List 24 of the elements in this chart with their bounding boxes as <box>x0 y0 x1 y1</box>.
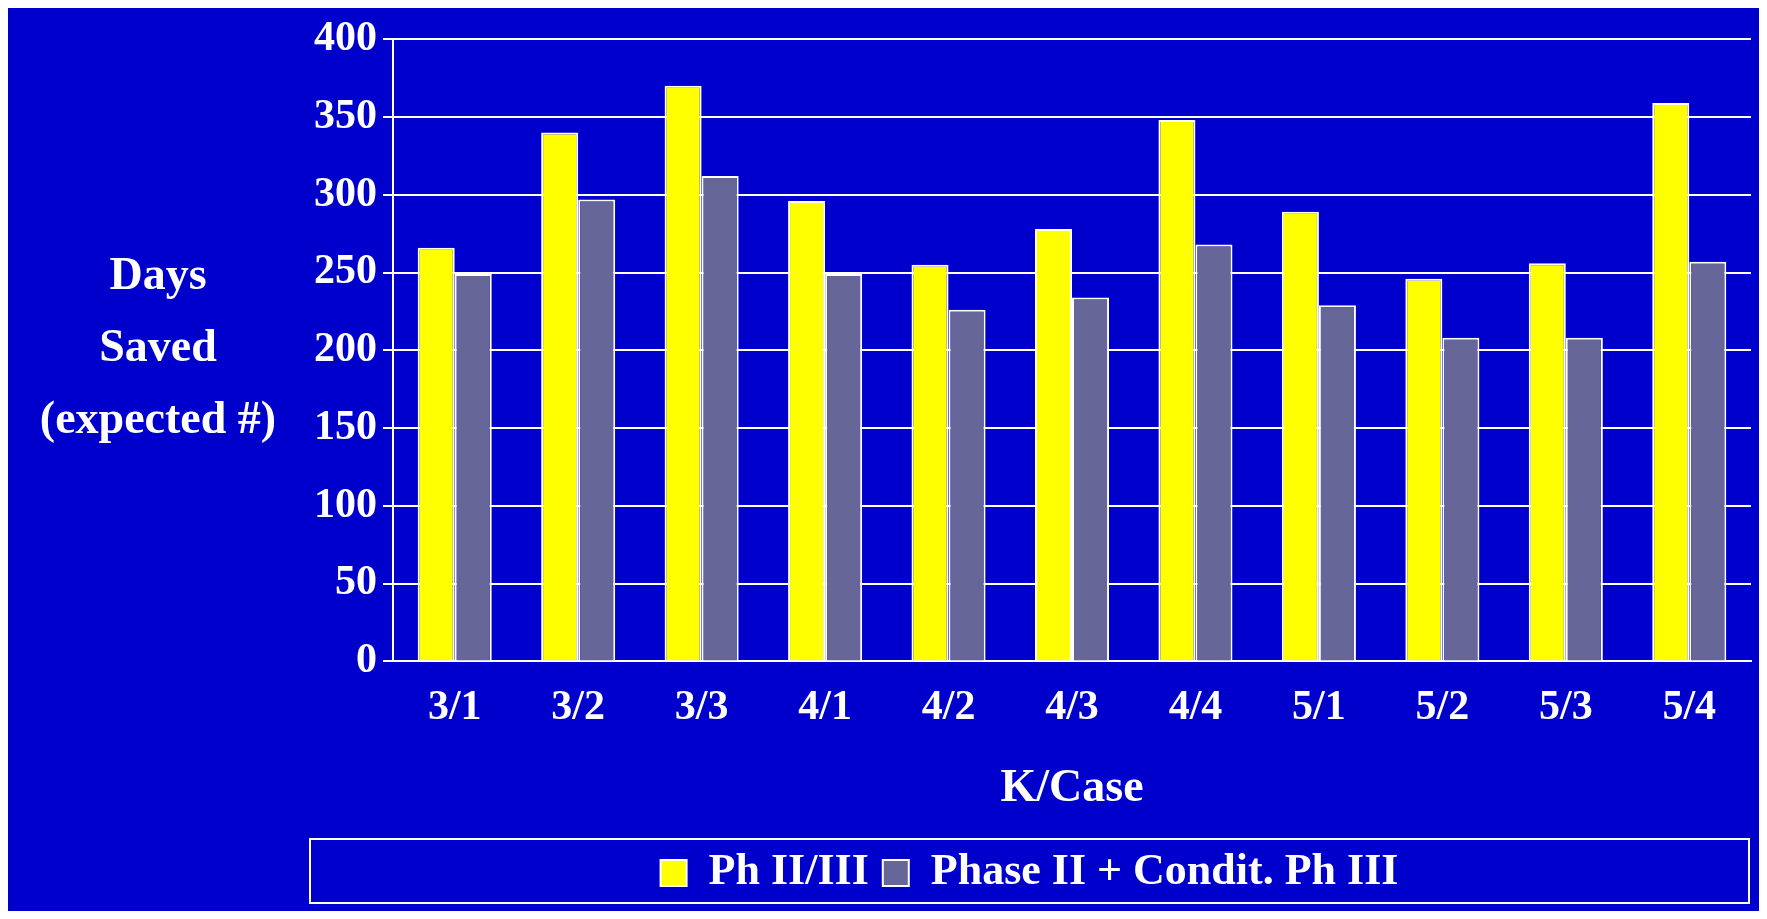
y-tick-label: 350 <box>314 90 377 137</box>
y-tick-label: 300 <box>314 168 377 215</box>
y-tick-label: 200 <box>314 324 377 371</box>
x-tick-label: 4/3 <box>1045 682 1099 729</box>
y-tick-label: 0 <box>356 635 377 682</box>
x-axis-title: K/Case <box>1000 760 1144 812</box>
x-tick-label: 4/2 <box>921 682 976 729</box>
y-tick-label: 150 <box>314 401 377 448</box>
x-tick-label: 3/2 <box>551 682 606 729</box>
x-tick-label: 5/3 <box>1538 682 1593 729</box>
y-axis-title: Days Saved (expected #) <box>38 247 278 445</box>
y-tick-label: 400 <box>314 13 377 60</box>
y-tick-label: 250 <box>314 246 377 293</box>
x-tick-label: 5/1 <box>1292 682 1346 729</box>
x-tick-label: 3/1 <box>427 682 482 729</box>
legend-label: Ph II/III <box>708 845 869 895</box>
x-tick-label: 4/1 <box>798 682 852 729</box>
legend-label: Phase II + Condit. Ph III <box>930 845 1399 895</box>
x-tick-label: 4/4 <box>1168 682 1223 729</box>
x-tick-label: 5/4 <box>1662 682 1717 729</box>
y-tick-label: 100 <box>314 479 377 526</box>
y-tick-label: 50 <box>335 557 377 604</box>
x-tick-label: 3/3 <box>674 682 729 729</box>
x-tick-label: 5/2 <box>1415 682 1470 729</box>
